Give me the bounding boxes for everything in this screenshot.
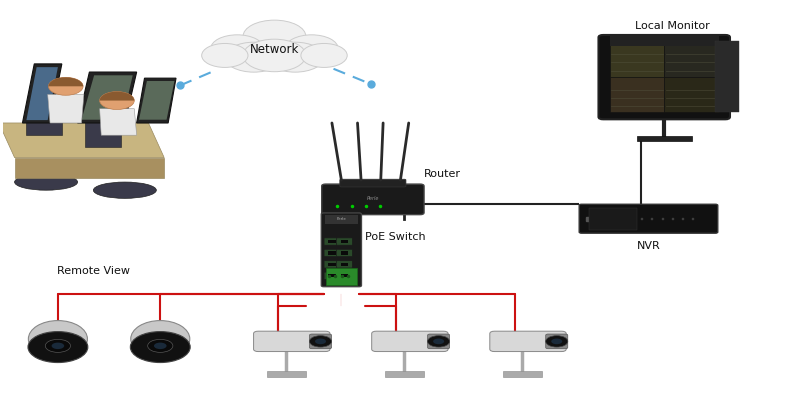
Circle shape xyxy=(28,332,88,363)
Ellipse shape xyxy=(131,320,190,357)
Polygon shape xyxy=(139,81,174,120)
Circle shape xyxy=(48,77,83,95)
Bar xyxy=(326,268,357,285)
FancyBboxPatch shape xyxy=(337,261,352,268)
FancyBboxPatch shape xyxy=(427,334,450,349)
FancyBboxPatch shape xyxy=(579,204,718,233)
Bar xyxy=(665,77,719,112)
FancyBboxPatch shape xyxy=(490,331,566,351)
Polygon shape xyxy=(82,75,132,120)
Bar xyxy=(328,263,336,266)
Bar xyxy=(328,240,336,243)
Circle shape xyxy=(301,43,347,67)
Circle shape xyxy=(551,339,562,344)
Circle shape xyxy=(243,20,306,52)
Circle shape xyxy=(285,35,338,62)
Circle shape xyxy=(309,336,331,347)
FancyBboxPatch shape xyxy=(254,331,330,351)
Bar xyxy=(328,252,336,254)
Text: Perle: Perle xyxy=(366,195,379,201)
FancyBboxPatch shape xyxy=(337,238,352,245)
Text: Network: Network xyxy=(250,43,299,56)
Bar xyxy=(340,252,348,254)
Circle shape xyxy=(546,336,568,347)
Ellipse shape xyxy=(29,340,87,350)
Ellipse shape xyxy=(14,174,78,190)
FancyBboxPatch shape xyxy=(324,272,340,280)
Text: PoE Switch: PoE Switch xyxy=(365,232,426,242)
Circle shape xyxy=(243,39,306,72)
Text: Remote View: Remote View xyxy=(57,266,130,275)
Ellipse shape xyxy=(131,340,190,350)
FancyBboxPatch shape xyxy=(324,261,340,268)
Ellipse shape xyxy=(29,320,87,357)
Bar xyxy=(328,274,336,278)
Bar xyxy=(325,215,358,224)
Bar xyxy=(589,207,637,230)
Bar xyxy=(340,263,348,266)
Bar xyxy=(86,119,121,147)
FancyBboxPatch shape xyxy=(546,334,568,349)
Ellipse shape xyxy=(94,182,156,198)
Circle shape xyxy=(100,92,134,109)
Text: Perle: Perle xyxy=(336,217,347,221)
Bar xyxy=(610,36,719,45)
FancyBboxPatch shape xyxy=(372,331,448,351)
Circle shape xyxy=(45,339,71,352)
Bar xyxy=(266,371,306,377)
FancyBboxPatch shape xyxy=(337,272,352,280)
Bar xyxy=(715,41,738,112)
Bar xyxy=(610,77,665,112)
Circle shape xyxy=(154,343,167,349)
Bar xyxy=(665,41,719,77)
FancyBboxPatch shape xyxy=(321,213,362,287)
Circle shape xyxy=(147,339,173,352)
Circle shape xyxy=(433,339,444,344)
Polygon shape xyxy=(48,95,84,123)
FancyBboxPatch shape xyxy=(324,249,340,256)
Circle shape xyxy=(130,332,190,363)
Bar xyxy=(385,371,424,377)
FancyBboxPatch shape xyxy=(599,35,730,119)
FancyBboxPatch shape xyxy=(337,249,352,256)
Circle shape xyxy=(201,43,248,67)
Circle shape xyxy=(266,42,324,72)
Circle shape xyxy=(315,339,326,344)
Bar xyxy=(26,107,62,135)
FancyBboxPatch shape xyxy=(340,179,406,187)
Circle shape xyxy=(427,336,450,347)
Bar xyxy=(637,136,691,141)
FancyBboxPatch shape xyxy=(324,238,340,245)
Circle shape xyxy=(52,343,64,349)
FancyBboxPatch shape xyxy=(322,184,424,215)
Polygon shape xyxy=(22,64,62,123)
Bar xyxy=(610,41,665,77)
Polygon shape xyxy=(14,158,164,178)
Polygon shape xyxy=(26,67,58,120)
Wedge shape xyxy=(100,92,134,100)
Text: NVR: NVR xyxy=(637,241,661,251)
Polygon shape xyxy=(0,123,164,158)
Circle shape xyxy=(211,35,264,62)
Text: Local Monitor: Local Monitor xyxy=(634,21,710,31)
Wedge shape xyxy=(48,77,83,86)
Polygon shape xyxy=(136,78,176,123)
Polygon shape xyxy=(100,109,136,135)
FancyBboxPatch shape xyxy=(309,334,331,349)
Bar xyxy=(340,274,348,278)
Circle shape xyxy=(225,42,283,72)
Text: Router: Router xyxy=(424,169,461,179)
Polygon shape xyxy=(78,72,136,123)
Bar xyxy=(503,371,542,377)
Bar xyxy=(340,240,348,243)
